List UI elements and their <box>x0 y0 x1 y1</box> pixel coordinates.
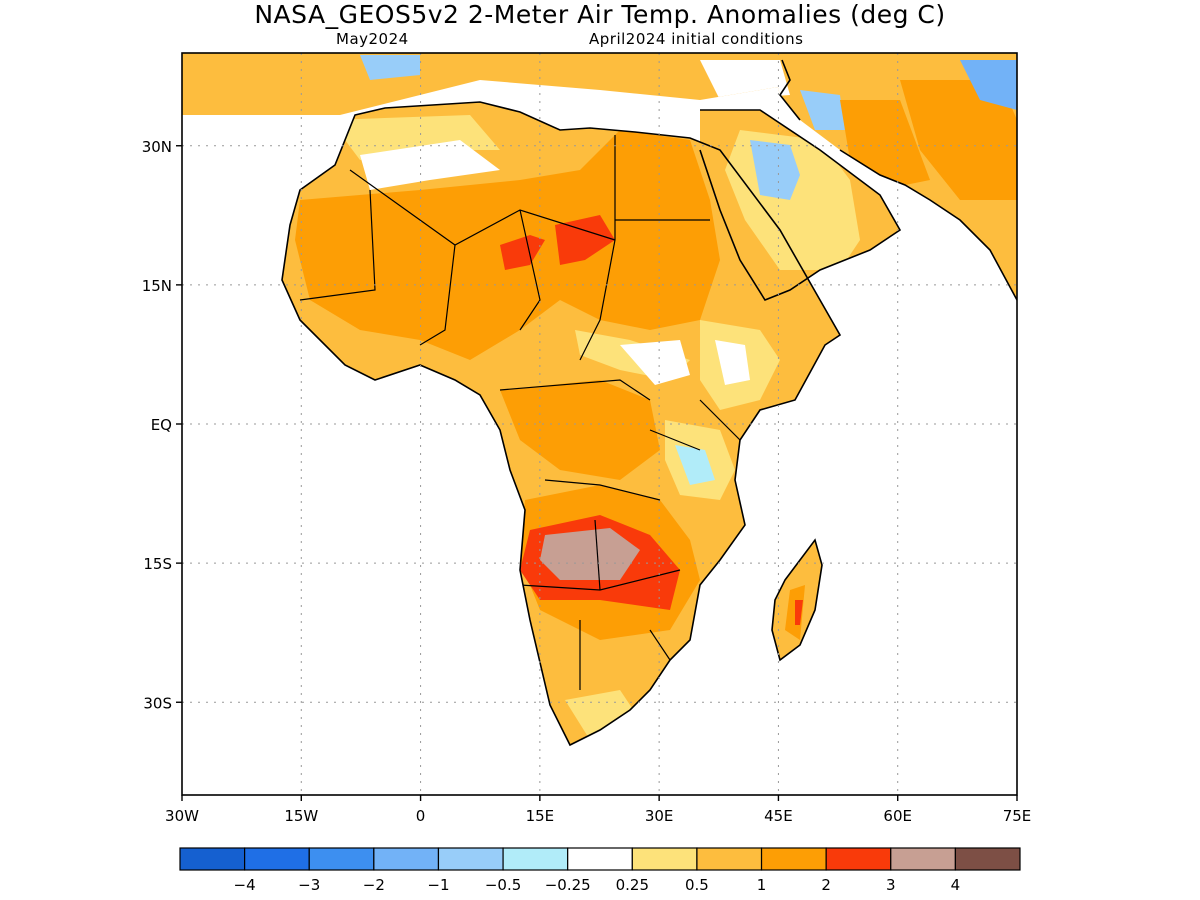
colorbar-swatch <box>373 847 440 871</box>
lon-tick-label: 45E <box>764 807 793 825</box>
hotspot-niger-chad <box>555 215 615 265</box>
colorbar-swatch <box>244 847 310 871</box>
latitude-axis: 30N 15N EQ 15S 30S <box>142 138 182 712</box>
colorbar-label: 3 <box>886 876 896 894</box>
lon-tick-label: 30E <box>645 807 674 825</box>
initial-conditions: April2024 initial conditions <box>589 30 804 48</box>
lon-tick-label: 15E <box>526 807 555 825</box>
borders <box>299 135 741 690</box>
colorbar-swatch <box>567 847 633 871</box>
longitude-axis: 30W 15W 0 15E 30E 45E 60E 75E <box>165 795 1031 825</box>
colorbar-label: −4 <box>234 876 256 894</box>
map-title: NASA_GEOS5v2 2-Meter Air Temp. Anomalies… <box>254 0 946 29</box>
colorbar-label: 0.25 <box>616 876 649 894</box>
lat-tick-label: 30N <box>142 138 172 156</box>
hotspot-angola-zambia <box>540 528 640 580</box>
colorbar-swatch <box>631 847 698 871</box>
colorbar-swatch <box>825 847 892 871</box>
colorbar-swatch <box>696 847 763 871</box>
colorbar-swatch <box>437 847 504 871</box>
colorbar-label: 2 <box>821 876 831 894</box>
lon-tick-label: 15W <box>284 807 318 825</box>
colorbar-label: −0.5 <box>485 876 521 894</box>
colorbar-label: 0.5 <box>685 876 709 894</box>
colorbar-swatch <box>760 847 827 871</box>
colorbar-swatch <box>308 847 375 871</box>
colorbar-label: 1 <box>757 876 767 894</box>
colorbar <box>179 847 1021 871</box>
colorbar-label: −3 <box>298 876 320 894</box>
colorbar-label: −0.25 <box>545 876 591 894</box>
lat-tick-label: EQ <box>151 416 172 434</box>
colorbar-swatch <box>502 847 569 871</box>
lat-tick-label: 30S <box>143 694 172 712</box>
lat-tick-label: 15N <box>142 277 172 295</box>
lon-tick-label: 30W <box>165 807 199 825</box>
colorbar-swatch <box>890 847 956 871</box>
lon-tick-label: 60E <box>883 807 912 825</box>
colorbar-swatch <box>179 847 246 871</box>
forecast-month: May2024 <box>336 30 409 48</box>
colorbar-label: −2 <box>363 876 385 894</box>
lon-tick-label: 0 <box>416 807 426 825</box>
colorbar-swatch <box>954 847 1021 871</box>
colorbar-label: 4 <box>951 876 961 894</box>
hotspot-mali <box>500 235 545 270</box>
colorbar-label: −1 <box>427 876 449 894</box>
lat-tick-label: 15S <box>143 555 172 573</box>
lon-tick-label: 75E <box>1003 807 1032 825</box>
map-grid <box>182 53 1017 795</box>
colorbar-labels: −4 −3 −2 −1 −0.5 −0.25 0.25 0.5 1 2 3 4 <box>234 876 961 894</box>
